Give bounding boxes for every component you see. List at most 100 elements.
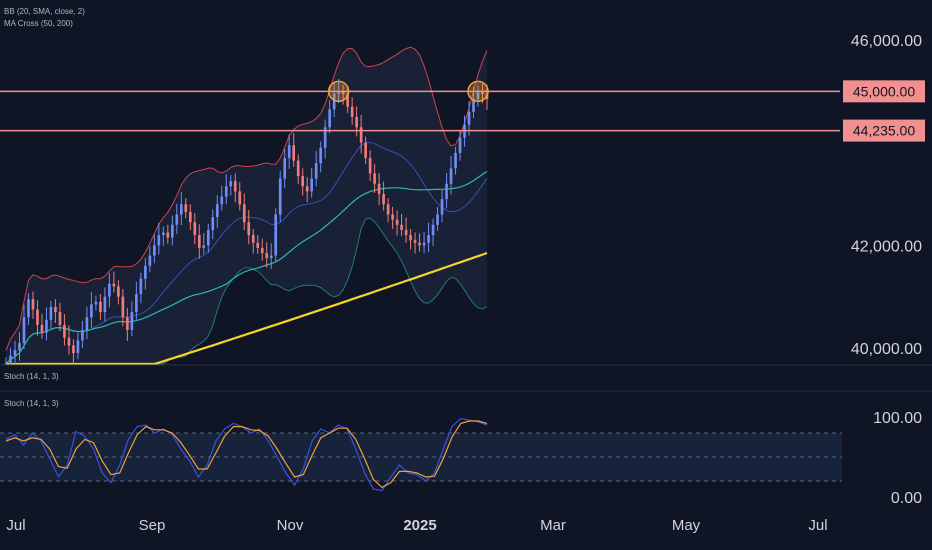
candle-body — [40, 324, 44, 333]
candle-body — [427, 235, 430, 243]
candle-body — [476, 91, 480, 100]
candle-body — [314, 163, 318, 179]
stoch-tick-label: 0.00 — [891, 490, 922, 507]
candle-body — [22, 317, 26, 343]
candle-body — [454, 152, 457, 169]
candle-body — [368, 158, 372, 174]
candle-body — [332, 93, 336, 110]
candle-body — [386, 204, 390, 215]
candle-body — [27, 299, 30, 318]
candle-body — [135, 294, 138, 313]
candle-body — [13, 350, 17, 356]
candle-body — [418, 242, 421, 246]
candle-body — [170, 224, 174, 238]
candle-body — [121, 296, 125, 318]
candle-body — [346, 93, 349, 107]
price-tick-label: 40,000.00 — [851, 341, 922, 358]
candle-body — [31, 299, 35, 310]
candle-body — [274, 214, 278, 256]
candle-body — [179, 204, 183, 215]
x-tick-label: 2025 — [403, 517, 436, 534]
candle-body — [323, 127, 327, 148]
candle-body — [148, 255, 152, 266]
ma200-line — [6, 251, 488, 366]
stochastic-pane — [0, 417, 842, 492]
x-tick-label: Sep — [139, 517, 166, 534]
candle-body — [431, 224, 435, 236]
candle-body — [296, 160, 300, 177]
candle-body — [206, 229, 210, 246]
candle-body — [49, 306, 53, 320]
candle-body — [36, 309, 39, 325]
candle-body — [54, 306, 57, 313]
candle-body — [184, 204, 188, 212]
candle-body — [130, 312, 134, 331]
price-tick-label: 42,000.00 — [851, 238, 922, 255]
candle-body — [413, 240, 417, 243]
x-tick-label: May — [672, 517, 701, 534]
candle-body — [220, 196, 224, 205]
candle-body — [157, 235, 161, 246]
candle-body — [188, 211, 192, 223]
candle-body — [144, 265, 147, 279]
candle-body — [9, 355, 12, 364]
level-price-label: 44,235.00 — [853, 123, 915, 139]
price-tick-label: 46,000.00 — [851, 33, 922, 50]
candle-body — [45, 319, 48, 333]
candle-body — [400, 224, 403, 230]
ma50-line — [5, 170, 488, 364]
x-tick-label: Mar — [540, 517, 566, 534]
candle-body — [458, 137, 462, 153]
candle-body — [445, 183, 448, 200]
x-tick-label: Jul — [808, 517, 827, 534]
candle-body — [359, 127, 363, 143]
stoch-tick-label: 100.00 — [873, 410, 922, 427]
candle-body — [18, 342, 21, 351]
candle-body — [76, 340, 80, 354]
bb-upper-line — [5, 46, 488, 351]
candle-body — [436, 214, 439, 225]
candle-body — [422, 242, 426, 246]
stoch-indicator-label-2[interactable]: Stoch (14, 1, 3) — [4, 399, 59, 408]
candle-body — [193, 222, 197, 236]
candle-body — [202, 245, 206, 248]
bb-indicator-label[interactable]: BB (20, SMA, close, 2) — [4, 7, 85, 16]
candle-body — [211, 217, 215, 230]
candle-body — [63, 324, 66, 338]
candle-body — [472, 99, 475, 112]
stoch-indicator-label[interactable]: Stoch (14, 1, 3) — [4, 372, 59, 381]
candle-body — [382, 194, 385, 205]
candle-body — [103, 296, 107, 313]
candle-body — [58, 312, 62, 325]
candle-body — [197, 235, 201, 248]
candle-body — [81, 330, 84, 341]
highlight-circle — [327, 80, 350, 103]
level-price-tag — [843, 119, 925, 142]
stoch-d-line — [5, 420, 488, 489]
candle-body — [99, 301, 102, 313]
candle-body — [341, 91, 345, 94]
ma-cross-indicator-label[interactable]: MA Cross (50, 200) — [4, 19, 73, 28]
candle-body — [215, 204, 219, 218]
candle-body — [256, 242, 260, 248]
bb-fill — [6, 47, 487, 365]
candle-body — [364, 142, 367, 159]
candle-body — [67, 337, 71, 346]
axes: 45,000.00 44,235.00 46,000.00 42,000.00 40,0… — [0, 33, 932, 534]
candle-body — [224, 186, 228, 197]
x-tick-label: Jul — [6, 517, 25, 534]
candle-body — [310, 178, 314, 192]
candle-body — [139, 278, 143, 295]
candle-body — [260, 247, 264, 254]
candle-body — [391, 214, 394, 220]
candle-body — [265, 253, 269, 259]
x-tick-label: Nov — [277, 517, 304, 534]
candle-body — [117, 286, 120, 297]
candle-body — [233, 181, 237, 192]
highlight-circle — [467, 80, 489, 103]
candle-body — [305, 186, 309, 192]
candle-body — [404, 229, 408, 236]
candle-body — [72, 345, 75, 354]
candle-body — [373, 173, 376, 184]
